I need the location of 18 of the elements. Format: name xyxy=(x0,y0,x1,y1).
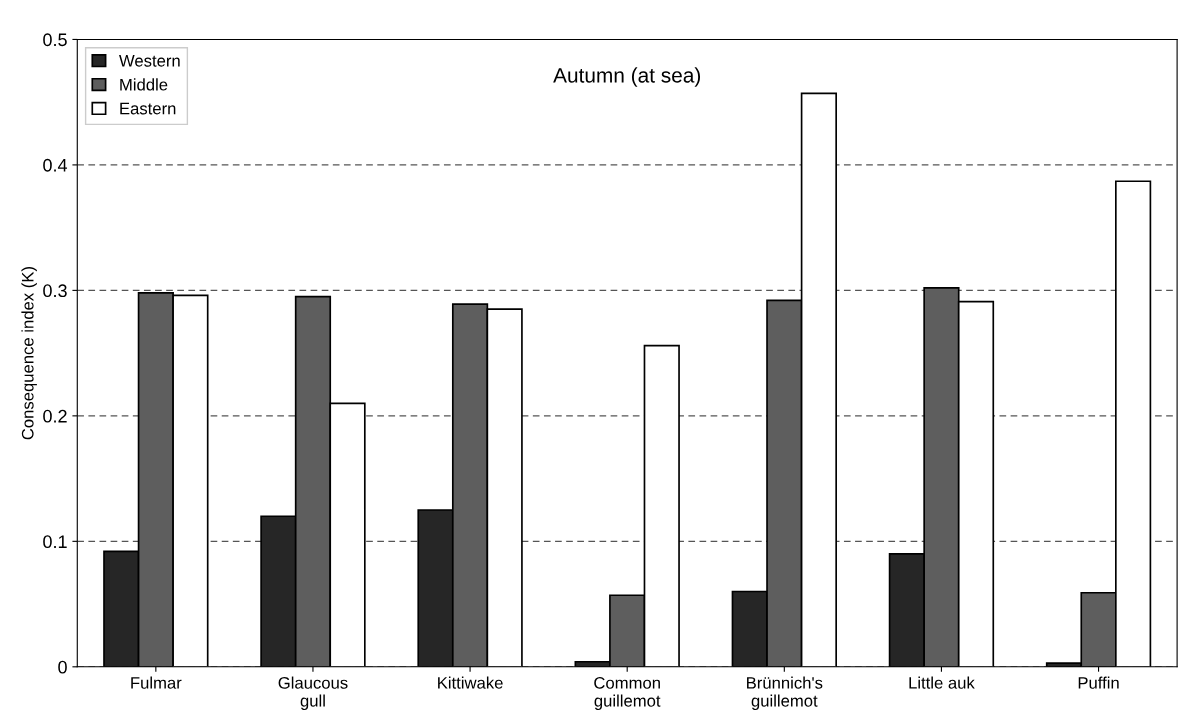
y-tick-label: 0.2 xyxy=(43,409,67,423)
x-tick-label: Brünnich's guillemot xyxy=(747,676,823,711)
legend-label: Middle xyxy=(120,78,168,91)
y-tick-label: 0.5 xyxy=(43,33,67,47)
y-tick-label: 0.1 xyxy=(43,535,67,549)
y-axis-title: Consequence index (K) xyxy=(21,267,37,440)
y-tick-label: 0.3 xyxy=(43,284,67,298)
x-tick-label: Kittiwake xyxy=(438,676,503,689)
x-tick-label: Glaucous gull xyxy=(278,676,348,711)
y-tick-label: 0 xyxy=(58,660,67,674)
x-tick-label: Puffin xyxy=(1078,676,1119,689)
x-tick-label: Fulmar xyxy=(131,676,182,689)
text: Autumn (at sea) xyxy=(553,67,701,87)
x-tick-label: Common guillemot xyxy=(594,676,661,711)
legend-label: Western xyxy=(119,55,180,67)
y-tick-label: 0.4 xyxy=(43,158,68,172)
x-tick-label: Little auk xyxy=(909,676,975,689)
legend-label: Eastern xyxy=(120,102,176,115)
